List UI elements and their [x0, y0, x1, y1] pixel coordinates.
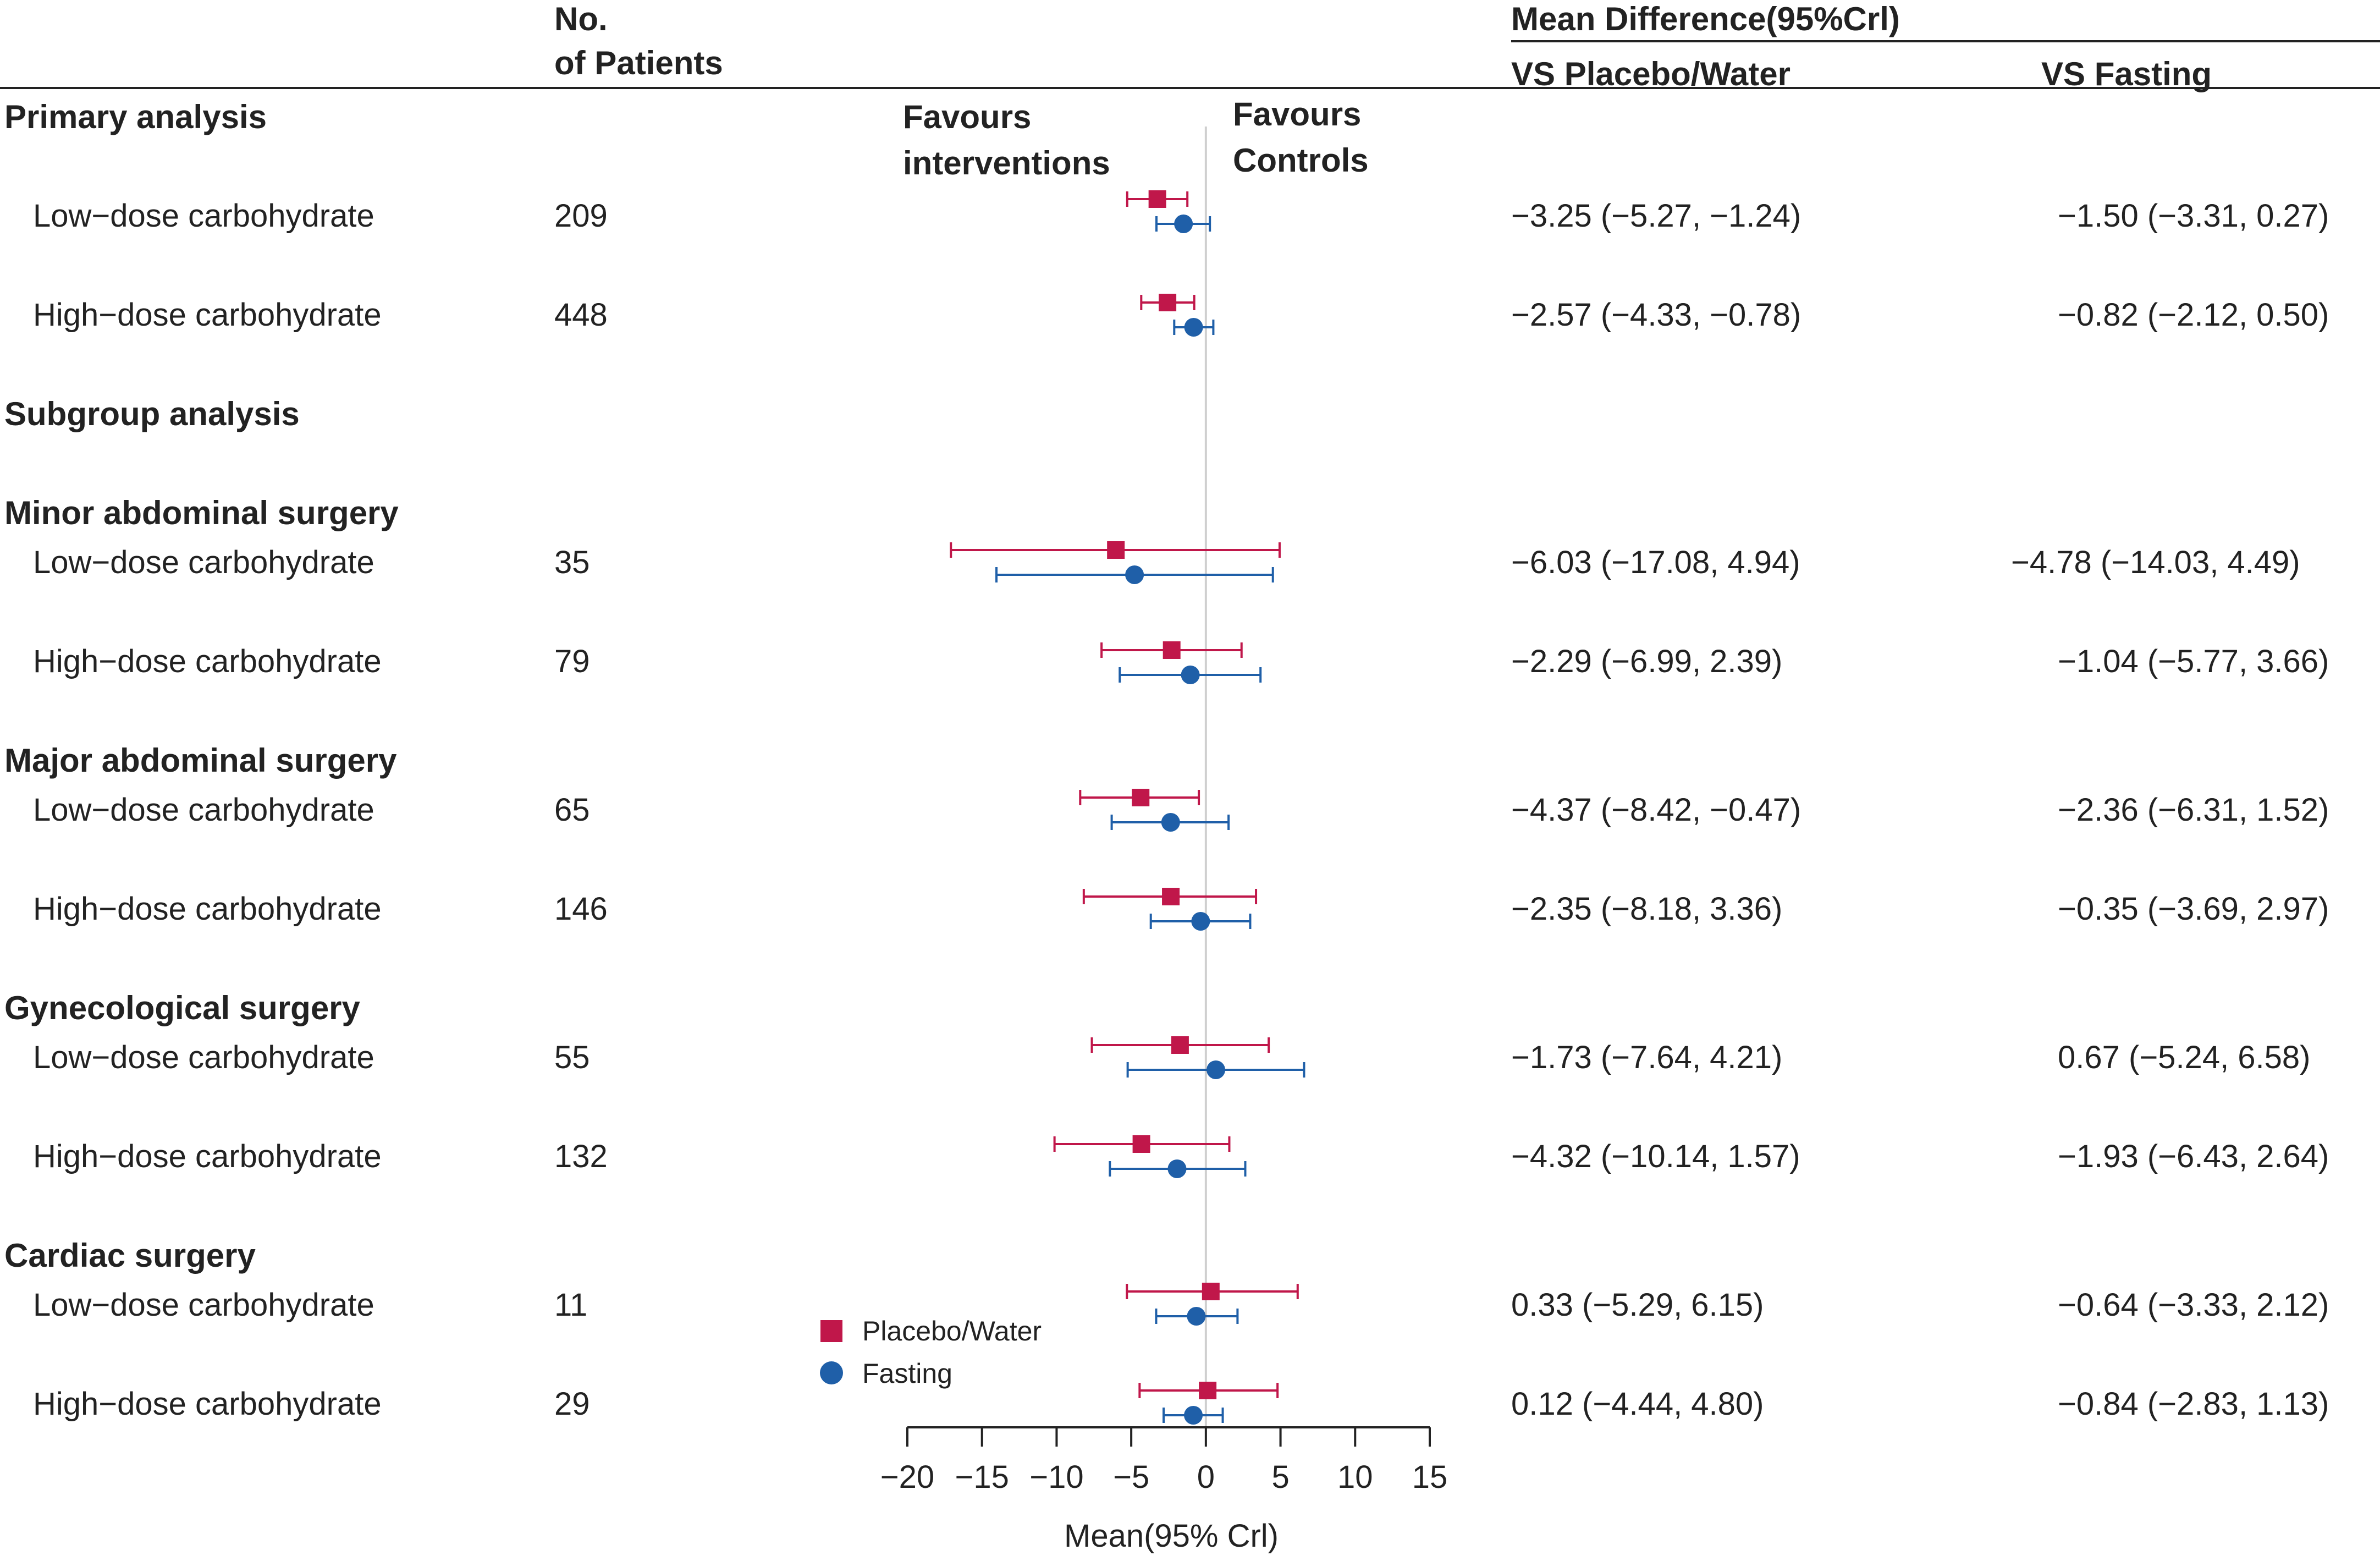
- row-vs-fasting-value: −0.64 (−3.33, 2.12): [2058, 1287, 2329, 1323]
- vs-placebo-column-header: VS Placebo/Water: [1511, 56, 1790, 92]
- row-label: Low−dose carbohydrate: [33, 792, 374, 828]
- row-vs-placebo-value: 0.33 (−5.29, 6.15): [1511, 1287, 1764, 1323]
- row-vs-fasting-value: −1.04 (−5.77, 3.66): [2058, 644, 2329, 679]
- placebo-mean-marker: [1148, 190, 1166, 208]
- legend-fasting-marker: [820, 1361, 843, 1384]
- row-label: Low−dose carbohydrate: [33, 1040, 374, 1075]
- placebo-mean-marker: [1132, 1135, 1150, 1153]
- fasting-mean-marker: [1161, 813, 1180, 832]
- row-vs-placebo-value: −2.57 (−4.33, −0.78): [1511, 297, 1801, 333]
- row-vs-fasting-value: −0.84 (−2.83, 1.13): [2058, 1386, 2329, 1422]
- fasting-mean-marker: [1206, 1060, 1226, 1079]
- row-label: High−dose carbohydrate: [33, 1139, 382, 1174]
- row-vs-fasting-value: 0.67 (−5.24, 6.58): [2058, 1040, 2311, 1075]
- placebo-mean-marker: [1107, 541, 1125, 559]
- favours-interventions-line1: Favours: [903, 98, 1031, 135]
- row-patients: 146: [554, 891, 608, 927]
- placebo-mean-marker: [1159, 294, 1177, 311]
- x-axis-tick-label: 0: [1197, 1459, 1215, 1495]
- row-vs-placebo-value: −3.25 (−5.27, −1.24): [1511, 198, 1801, 234]
- favours-interventions-line2: interventions: [903, 145, 1110, 182]
- placebo-mean-marker: [1171, 1036, 1189, 1054]
- x-axis-tick-label: 10: [1337, 1459, 1373, 1495]
- heading-primary-analysis: Primary analysis: [4, 98, 267, 135]
- row-vs-placebo-value: −2.35 (−8.18, 3.36): [1511, 891, 1782, 927]
- heading-cardiac-surgery: Cardiac surgery: [4, 1237, 256, 1274]
- x-axis-title: Mean(95% Crl): [1064, 1518, 1279, 1554]
- row-vs-placebo-value: −6.03 (−17.08, 4.94): [1511, 545, 1800, 580]
- x-axis-tick-label: −20: [880, 1459, 934, 1495]
- row-patients: 79: [554, 644, 590, 679]
- patients-header-line2: of Patients: [554, 45, 723, 81]
- row-label: Low−dose carbohydrate: [33, 198, 374, 234]
- placebo-mean-marker: [1199, 1382, 1217, 1399]
- heading-gynecological-surgery: Gynecological surgery: [4, 990, 361, 1026]
- fasting-mean-marker: [1125, 565, 1144, 584]
- x-axis-tick-label: 5: [1271, 1459, 1289, 1495]
- fasting-mean-marker: [1191, 912, 1210, 931]
- row-patients: 35: [554, 545, 590, 580]
- legend-placebo-marker: [820, 1320, 842, 1342]
- row-patients: 65: [554, 792, 590, 828]
- row-vs-fasting-value: −0.82 (−2.12, 0.50): [2058, 297, 2329, 333]
- heading-subgroup-analysis: Subgroup analysis: [4, 395, 300, 432]
- row-vs-fasting-value: −2.36 (−6.31, 1.52): [2058, 792, 2329, 828]
- row-label: High−dose carbohydrate: [33, 297, 382, 333]
- favours-controls-line2: Controls: [1233, 142, 1369, 179]
- patients-header-line1: No.: [554, 1, 608, 37]
- row-label: High−dose carbohydrate: [33, 891, 382, 927]
- placebo-mean-marker: [1132, 789, 1150, 806]
- fasting-mean-marker: [1187, 1307, 1206, 1326]
- fasting-mean-marker: [1184, 318, 1203, 337]
- row-vs-placebo-value: −1.73 (−7.64, 4.21): [1511, 1040, 1782, 1075]
- x-axis-tick-label: 15: [1412, 1459, 1448, 1495]
- forest-plot-area: −20 −15 −10 −5 0 5 10 15: [880, 127, 1447, 1495]
- fasting-mean-marker: [1167, 1159, 1187, 1178]
- row-vs-fasting-value: −1.50 (−3.31, 0.27): [2058, 198, 2329, 234]
- row-label: High−dose carbohydrate: [33, 1386, 382, 1422]
- fasting-mean-marker: [1181, 666, 1200, 684]
- row-vs-fasting-value: −4.78 (−14.03, 4.49): [2011, 545, 2300, 580]
- mean-difference-header: Mean Difference(95%Crl): [1511, 1, 1900, 37]
- fasting-mean-marker: [1174, 215, 1193, 233]
- fasting-mean-marker: [1184, 1406, 1203, 1425]
- row-patients: 209: [554, 198, 608, 234]
- row-vs-fasting-value: −0.35 (−3.69, 2.97): [2058, 891, 2329, 927]
- x-axis-tick-label: −10: [1029, 1459, 1083, 1495]
- x-axis-tick-label: −15: [955, 1459, 1009, 1495]
- row-patients: 132: [554, 1139, 608, 1174]
- row-patients: 11: [554, 1287, 587, 1323]
- legend-placebo-label: Placebo/Water: [862, 1316, 1042, 1346]
- row-vs-placebo-value: −4.32 (−10.14, 1.57): [1511, 1139, 1800, 1174]
- favours-controls-line1: Favours: [1233, 96, 1361, 133]
- row-label: Low−dose carbohydrate: [33, 1287, 374, 1323]
- row-vs-placebo-value: −2.29 (−6.99, 2.39): [1511, 644, 1782, 679]
- placebo-mean-marker: [1162, 888, 1180, 905]
- vs-fasting-column-header: VS Fasting: [2041, 56, 2212, 92]
- row-vs-placebo-value: −4.37 (−8.42, −0.47): [1511, 792, 1801, 828]
- heading-major-abdominal-surgery: Major abdominal surgery: [4, 742, 397, 779]
- row-patients: 55: [554, 1040, 590, 1075]
- placebo-mean-marker: [1163, 641, 1181, 659]
- legend-fasting-label: Fasting: [862, 1358, 952, 1389]
- x-axis-tick-label: −5: [1113, 1459, 1149, 1495]
- placebo-mean-marker: [1202, 1283, 1220, 1300]
- row-vs-placebo-value: 0.12 (−4.44, 4.80): [1511, 1386, 1764, 1422]
- heading-minor-abdominal-surgery: Minor abdominal surgery: [4, 494, 399, 531]
- row-patients: 448: [554, 297, 608, 333]
- row-label: Low−dose carbohydrate: [33, 545, 374, 580]
- row-vs-fasting-value: −1.93 (−6.43, 2.64): [2058, 1139, 2329, 1174]
- row-label: High−dose carbohydrate: [33, 644, 382, 679]
- row-patients: 29: [554, 1386, 590, 1422]
